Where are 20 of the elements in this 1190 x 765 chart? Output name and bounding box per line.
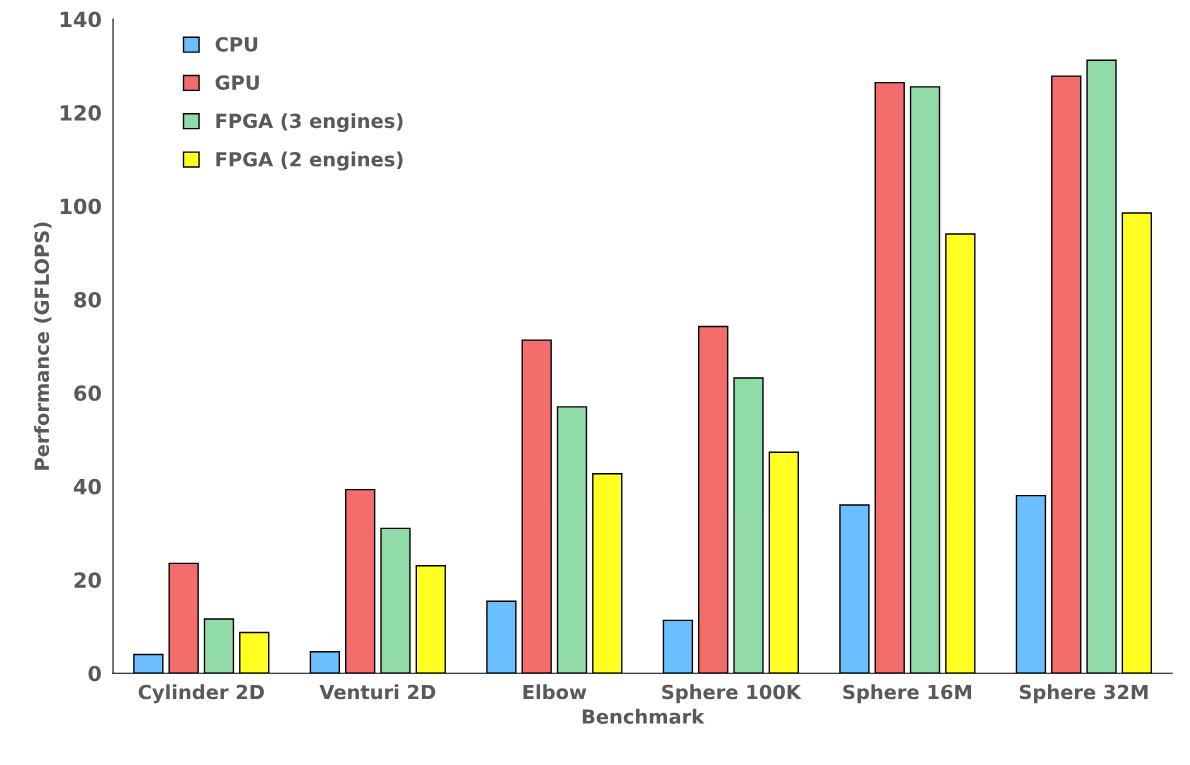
x-axis-title: Benchmark [582, 708, 705, 724]
legend-label: CPU [215, 36, 258, 52]
y-tick-label: 40 [73, 478, 101, 495]
x-tick-label: Sphere 100K [662, 684, 802, 704]
x-tick-label: Cylinder 2D [138, 684, 264, 704]
y-tick-label: 100 [60, 198, 101, 215]
x-tick-label: Sphere 16M [843, 684, 972, 704]
legend-label: FPGA (2 engines) [216, 151, 403, 171]
legend-label: FPGA (3 engines) [216, 113, 403, 133]
y-tick-label: 120 [60, 105, 101, 121]
y-tick-label: 80 [74, 291, 101, 308]
legend-label: GPU [215, 75, 259, 90]
y-tick-label: 60 [74, 385, 101, 402]
y-tick-label: 140 [60, 11, 101, 28]
y-axis-title: Performance (GFLOPS) [34, 222, 52, 470]
y-tick-label: 0 [88, 665, 101, 682]
x-tick-label: Sphere 32M [1019, 684, 1148, 704]
x-tick-label: Venturi 2D [319, 684, 436, 700]
y-tick-label: 20 [74, 572, 101, 588]
x-tick-label: Elbow [523, 684, 587, 700]
